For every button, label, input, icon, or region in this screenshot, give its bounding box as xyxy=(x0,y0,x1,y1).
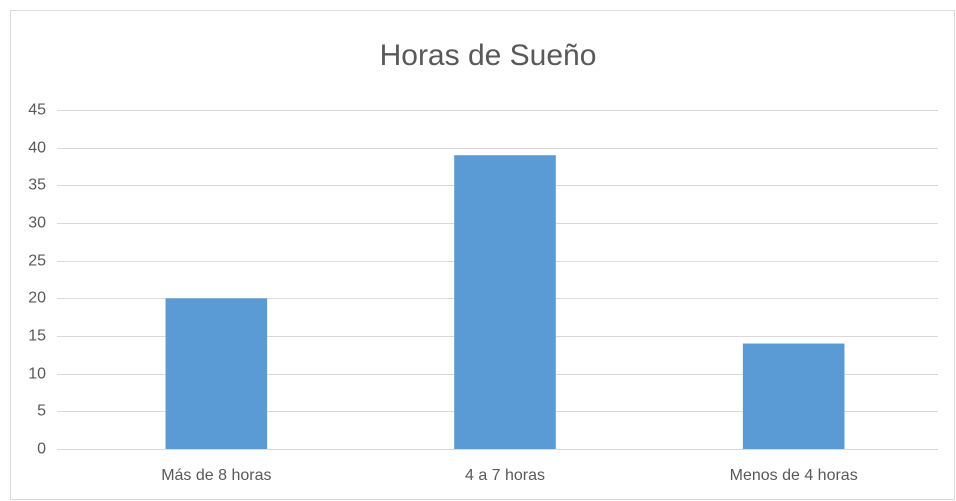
bar xyxy=(165,298,268,449)
x-tick-label: Menos de 4 horas xyxy=(730,467,858,484)
y-tick-label: 20 xyxy=(28,290,46,307)
y-tick-label: 30 xyxy=(28,215,46,232)
x-tick-label: Más de 8 horas xyxy=(161,467,271,484)
y-tick-label: 40 xyxy=(28,140,46,157)
y-tick-label: 10 xyxy=(28,366,46,383)
y-tick-label: 5 xyxy=(37,403,46,420)
y-tick-label: 15 xyxy=(28,328,46,345)
y-tick-label: 25 xyxy=(28,253,46,270)
y-tick-label: 0 xyxy=(37,441,46,458)
y-tick-label: 45 xyxy=(28,102,46,119)
bar xyxy=(742,343,845,449)
x-tick-label: 4 a 7 horas xyxy=(465,467,545,484)
chart-title: Horas de Sueño xyxy=(380,39,597,72)
y-tick-label: 35 xyxy=(28,177,46,194)
bar xyxy=(454,155,556,449)
